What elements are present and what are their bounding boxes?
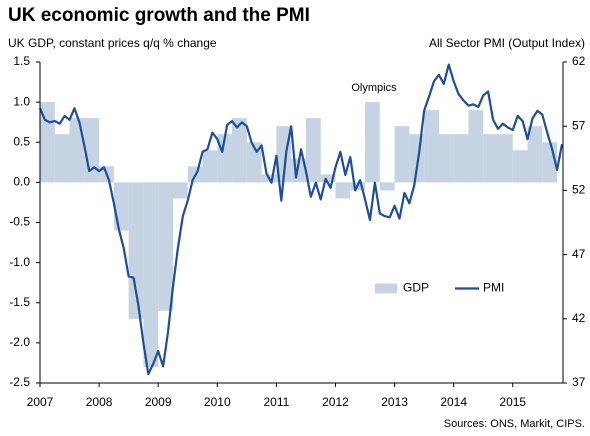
x-tick-label: 2014 — [440, 395, 467, 409]
y-tick-label: 1.0 — [13, 94, 30, 108]
gdp-bar — [113, 182, 129, 231]
x-tick-label: 2007 — [27, 395, 54, 409]
gdp-bar — [483, 134, 498, 183]
y-tick-label: -1.0 — [9, 255, 30, 269]
y-tick-label: 1.5 — [13, 54, 30, 68]
x-tick-label: 2015 — [499, 395, 526, 409]
y-tick-label: 0.0 — [13, 175, 30, 189]
gdp-bar — [232, 118, 247, 183]
gdp-bar — [202, 150, 218, 183]
y2-tick-label: 37 — [572, 375, 586, 389]
y-tick-label: -2.0 — [9, 335, 30, 349]
annotation: Olympics — [351, 82, 397, 94]
gdp-bar — [172, 182, 188, 199]
x-tick-label: 2009 — [145, 395, 172, 409]
gdp-bar — [453, 134, 469, 183]
gdp-bar — [158, 182, 173, 311]
y-tick-label: -1.5 — [9, 295, 30, 309]
x-tick-label: 2012 — [322, 395, 349, 409]
y-tick-label: 0.5 — [13, 134, 30, 148]
gdp-bar — [468, 110, 484, 183]
x-tick-label: 2010 — [204, 395, 231, 409]
chart-title: UK economic growth and the PMI — [8, 5, 310, 26]
gdp-bar — [394, 126, 410, 183]
gdp-bar — [128, 182, 144, 319]
gdp-bar — [69, 118, 85, 183]
legend-label: GDP — [403, 281, 429, 295]
legend-label: PMI — [483, 281, 504, 295]
y-axis-title: UK GDP, constant prices q/q % change — [8, 36, 217, 50]
gdp-bar — [438, 134, 454, 183]
x-tick-label: 2011 — [263, 395, 289, 409]
pmi-line — [38, 63, 564, 376]
y2-tick-label: 47 — [572, 247, 586, 261]
legend-swatch — [375, 283, 397, 294]
gdp-bar — [527, 126, 543, 183]
y2-tick-label: 57 — [572, 118, 586, 132]
gdp-bar — [320, 174, 336, 183]
gdp-bar — [246, 142, 262, 183]
source-note: Sources: ONS, Markit, CIPS. — [444, 418, 585, 430]
gdp-bar — [335, 182, 351, 199]
y-tick-label: -2.5 — [9, 375, 30, 389]
gdp-bar — [424, 110, 439, 183]
gdp-bar — [379, 182, 395, 191]
gdp-bar — [305, 118, 321, 183]
gdp-bar — [512, 150, 528, 183]
gdp-bar — [84, 118, 100, 183]
gdp-bar — [143, 182, 159, 367]
gdp-bar — [365, 102, 380, 183]
y2-tick-label: 42 — [572, 311, 586, 325]
gdp-bar — [497, 134, 513, 183]
x-tick-label: 2008 — [86, 395, 113, 409]
y2-axis-title: All Sector PMI (Output Index) — [429, 36, 585, 50]
gdp-bar — [54, 134, 70, 183]
y2-tick-label: 62 — [572, 54, 586, 68]
x-tick-label: 2013 — [381, 395, 408, 409]
y2-tick-label: 52 — [572, 183, 586, 197]
y-tick-label: -0.5 — [9, 215, 30, 229]
